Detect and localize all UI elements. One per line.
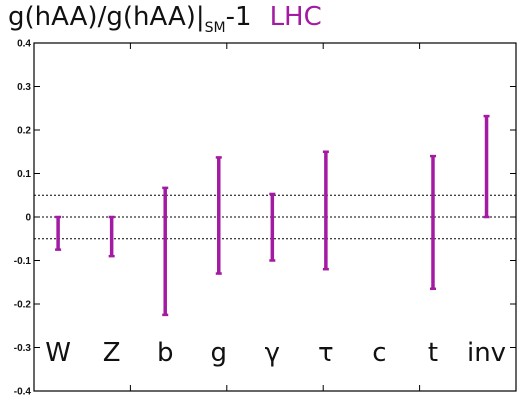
error-bars <box>55 114 490 317</box>
title-main: g(hAA)/g(hAA)| <box>8 2 205 32</box>
category-label: τ <box>318 338 334 368</box>
y-tick-label: -0.1 <box>14 256 32 267</box>
y-tick-label: -0.2 <box>14 300 32 311</box>
category-label: t <box>428 338 438 368</box>
title-subscript: SM <box>204 20 226 36</box>
y-tick-labels: 0.4 0.3 0.2 0.1 0 -0.1 -0.2 -0.3 -0.4 <box>14 39 32 397</box>
reference-lines <box>34 194 516 240</box>
category-label: Z <box>103 338 121 368</box>
y-tick-label: -0.3 <box>14 343 32 354</box>
category-label: g <box>211 338 228 368</box>
y-tick-label: 0.2 <box>17 126 31 137</box>
title-suffix: -1 <box>225 2 252 32</box>
category-label: inv <box>467 338 506 368</box>
y-tick-label: 0.1 <box>17 169 31 180</box>
y-tick-label: 0 <box>25 213 31 224</box>
y-tick-label: -0.4 <box>14 387 32 397</box>
y-tick-label: 0.3 <box>17 82 31 93</box>
y-tick-label: 0.4 <box>17 39 31 50</box>
category-label: b <box>157 338 174 368</box>
chart-title: g(hAA)/g(hAA)|SM-1 LHC <box>8 2 322 42</box>
category-label: γ <box>265 338 280 368</box>
category-label: c <box>372 338 386 368</box>
category-label: W <box>45 338 71 368</box>
title-tag: LHC <box>269 2 322 32</box>
